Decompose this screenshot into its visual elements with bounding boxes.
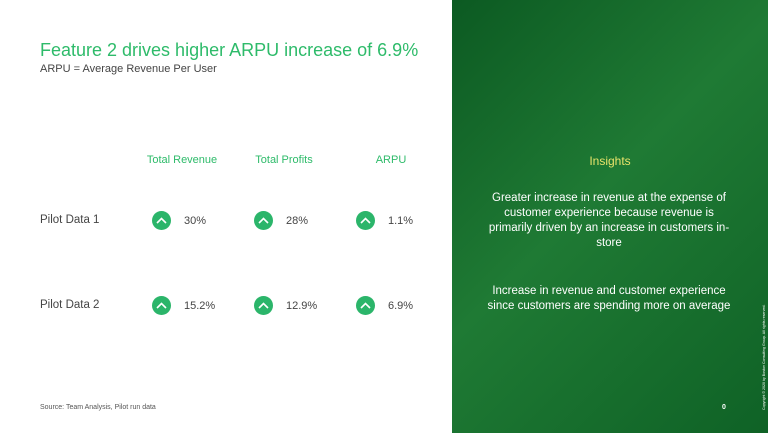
metric-cell: 6.9% <box>356 296 413 315</box>
metric-value: 1.1% <box>388 214 414 227</box>
metric-value: 15.2% <box>184 299 216 312</box>
insight-text: Greater increase in revenue at the expen… <box>488 192 730 249</box>
slide-subtitle: ARPU = Average Revenue Per User <box>40 63 217 75</box>
metric-value: 28% <box>286 214 309 227</box>
chevron-up-icon <box>152 211 171 230</box>
column-header-total-revenue: Total Revenue <box>146 154 218 166</box>
slide-title: Feature 2 drives higher ARPU increase of… <box>40 40 419 60</box>
copyright-notice: Copyright © 2020 by Boston Consulting Gr… <box>762 304 766 410</box>
insights-heading: Insights <box>589 154 631 168</box>
metric-cell: 1.1% <box>356 211 413 230</box>
metric-cell: 12.9% <box>254 296 317 315</box>
insights-panel <box>452 0 768 433</box>
column-header-total-profits: Total Profits <box>255 154 313 166</box>
chevron-up-icon <box>254 211 273 230</box>
row-label-pilot-data-2: Pilot Data 2 <box>40 299 100 311</box>
page-number: 0 <box>722 404 726 411</box>
metric-cell: 28% <box>254 211 308 230</box>
metric-value: 6.9% <box>388 299 414 312</box>
insight-text: Increase in revenue and customer experie… <box>487 285 731 312</box>
metric-value: 30% <box>184 214 207 227</box>
chevron-up-icon <box>356 211 375 230</box>
chevron-up-icon <box>152 296 171 315</box>
content-panel: Feature 2 drives higher ARPU increase of… <box>40 40 419 411</box>
source-note: Source: Team Analysis, Pilot run data <box>40 404 156 411</box>
metric-cell: 30% <box>152 211 206 230</box>
column-header-arpu: ARPU <box>375 154 407 166</box>
row-label-pilot-data-1: Pilot Data 1 <box>40 214 100 226</box>
chevron-up-icon <box>254 296 273 315</box>
metric-cell: 15.2% <box>152 296 215 315</box>
metric-value: 12.9% <box>286 299 318 312</box>
chevron-up-icon <box>356 296 375 315</box>
